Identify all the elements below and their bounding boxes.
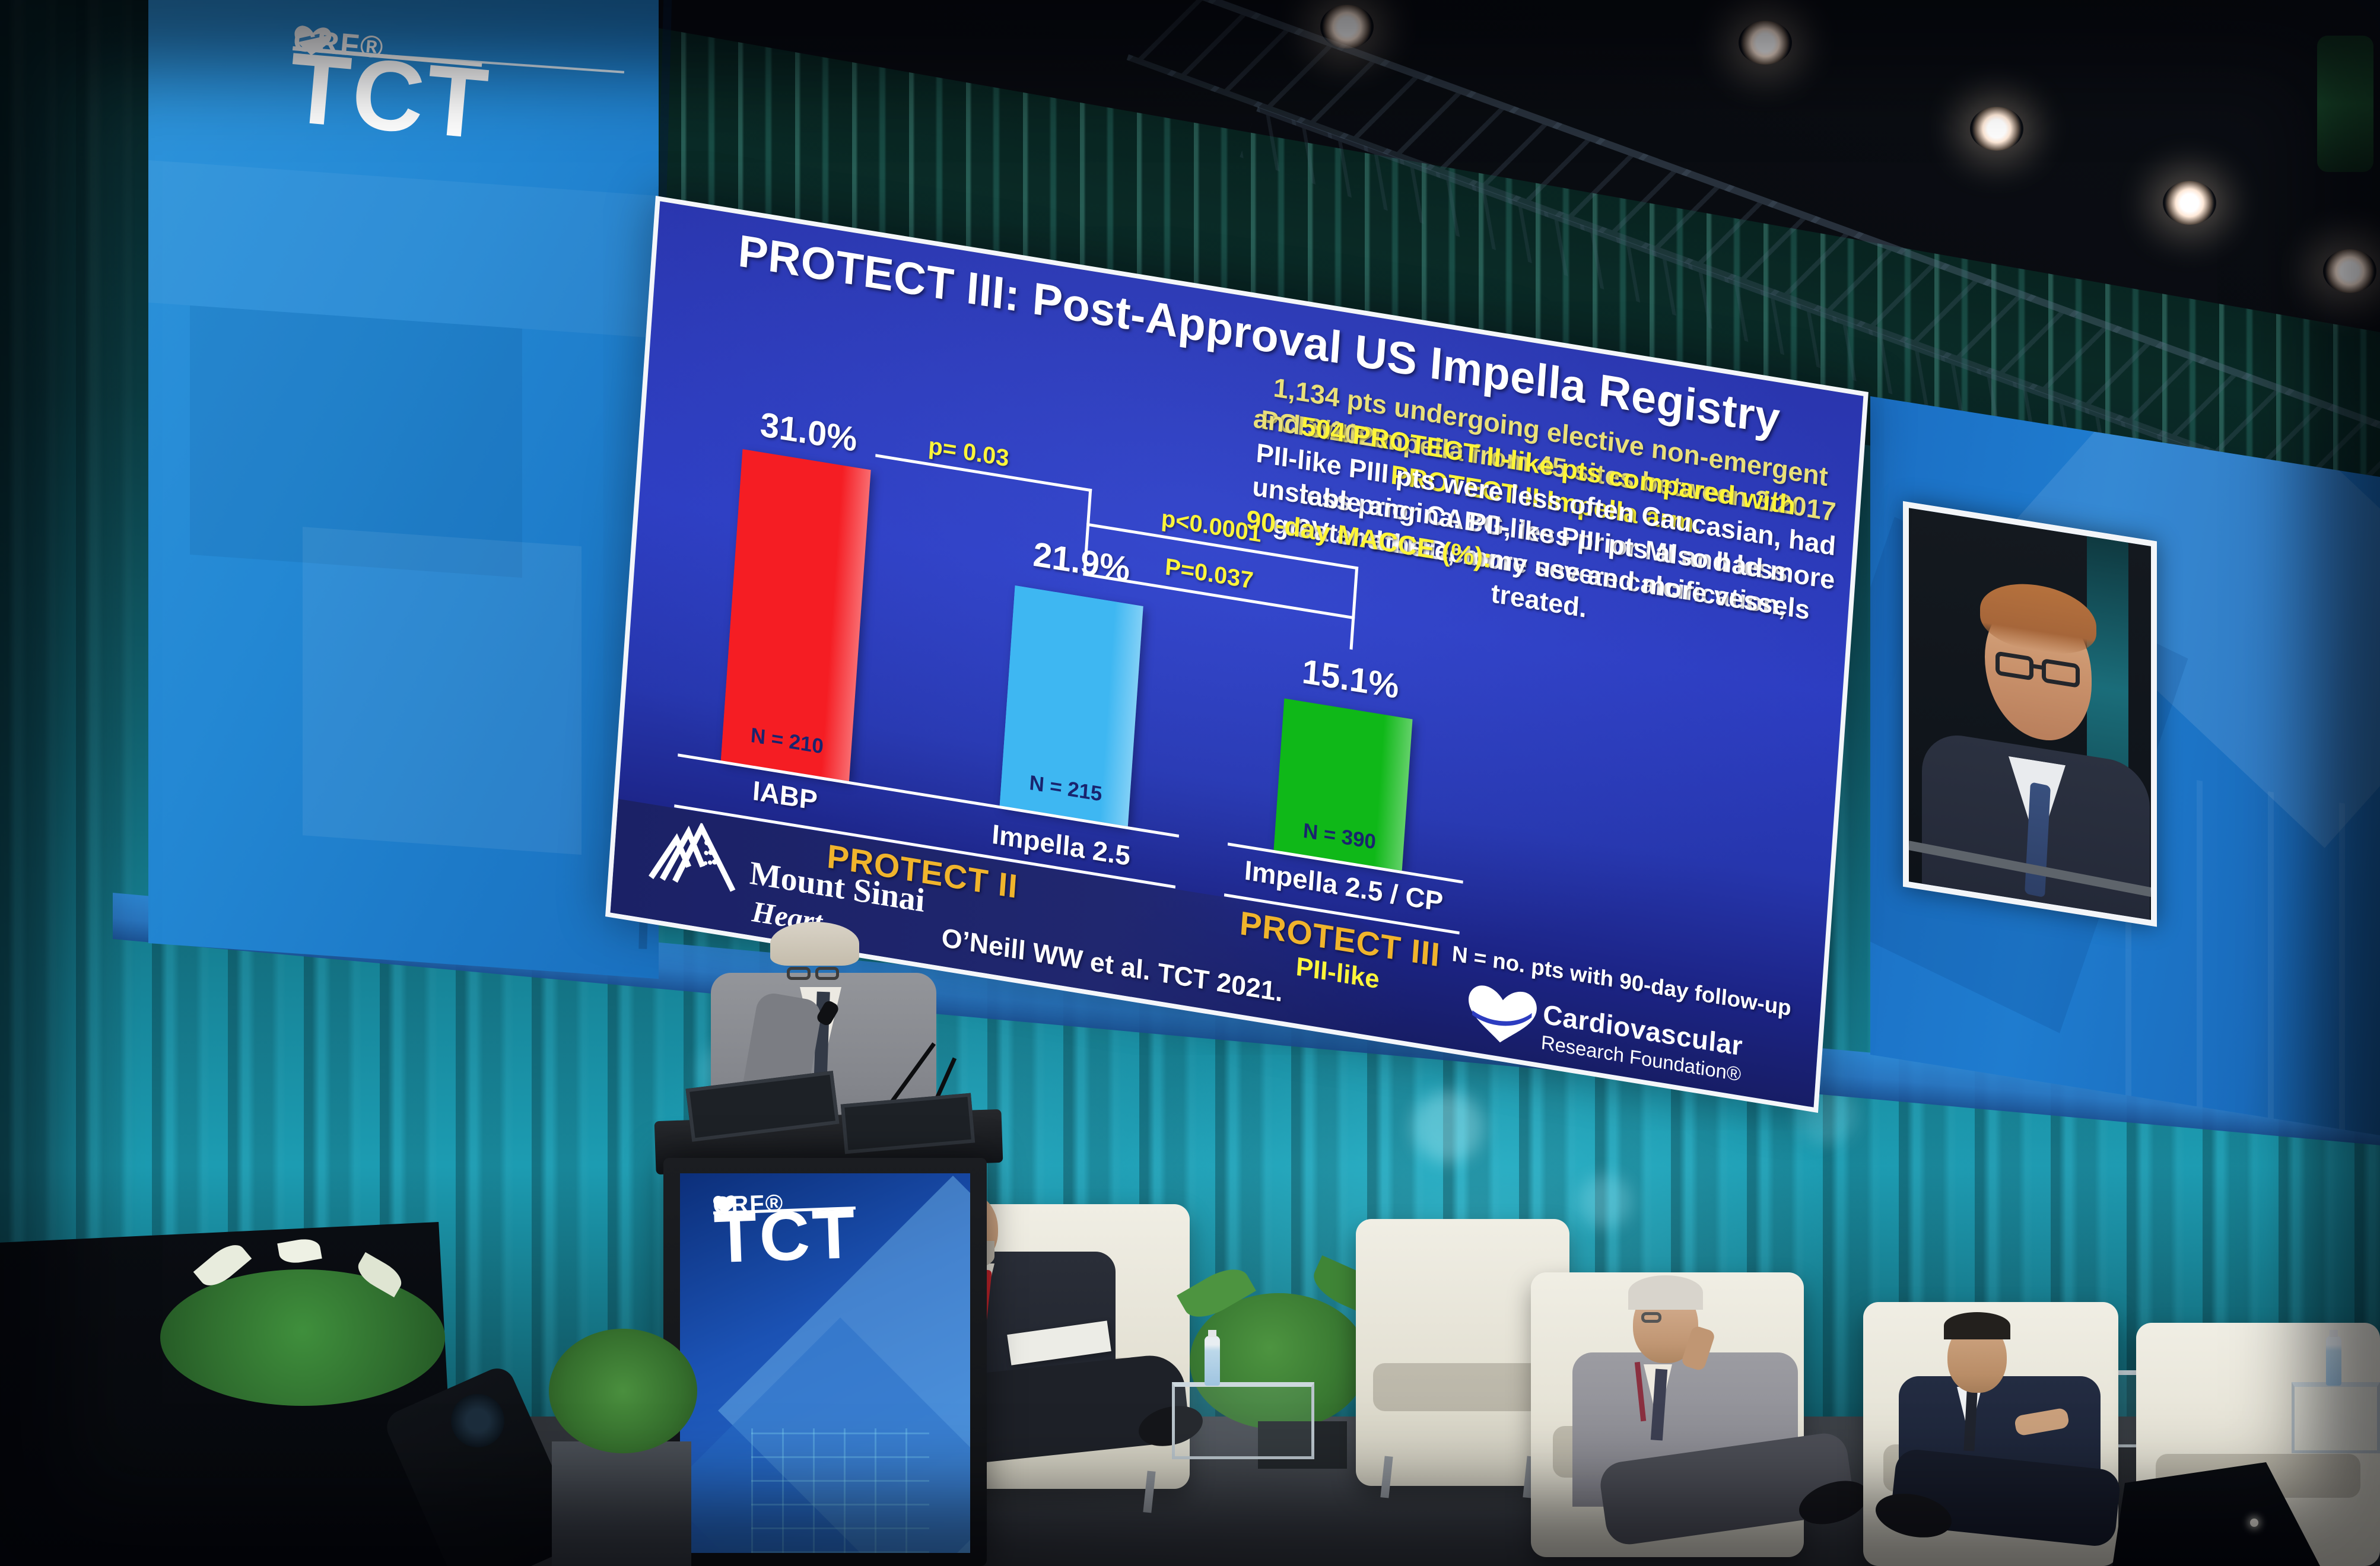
spotlight-icon [1739,21,1792,65]
stage-light-lens [451,1394,504,1447]
presentation-slide: PROTECT III: Post-Approval US Impella Re… [605,196,1869,1113]
wall-graphic-shape [2125,769,2380,1136]
crf-foundation-logo: Cardiovascular Research Foundation® [1464,980,1810,1112]
plant-pot [1258,1421,1347,1469]
indicator-light [2250,1519,2258,1527]
speaker-glasses [787,967,811,980]
led-wall-right-section [1870,396,2380,1136]
panelist2-glasses [1641,1312,1661,1323]
podium-screen-panel: CRF® TCT [680,1173,970,1553]
panelist3-dark-hair [1944,1312,2010,1339]
side-table [2292,1382,2380,1453]
green-stage-light [2317,36,2373,172]
water-bottle [2326,1330,2341,1386]
chair-shadow [1372,1363,1553,1411]
panelist2-gray-hair [1628,1275,1703,1310]
spotlight-icon [1320,5,1374,49]
spotlight-icon [1970,107,2023,151]
water-bottle [1205,1330,1220,1386]
crf-heart-icon [713,1195,736,1214]
curtain-bokeh-light [1412,1091,1483,1163]
crf-tct-podium-logo: CRF® TCT [713,1190,932,1360]
spotlight-icon [2163,181,2216,225]
bracket-line [1349,566,1359,650]
spotlight-icon [2323,249,2376,293]
crf-foundation-heart-icon [1469,985,1537,1043]
podium-body: CRF® TCT [663,1158,987,1566]
speaker-glasses [815,967,839,980]
speaker-hair [770,922,859,966]
wall-ghost-tile [303,527,582,855]
stage-plant-right-of-box [549,1329,697,1453]
side-table [1172,1382,1314,1459]
planter-box [552,1441,691,1566]
speaker-video-inset [1903,501,2157,927]
curtain-bokeh-light [1578,1174,1632,1228]
tct-wordmark: TCT [713,1194,859,1278]
bar-value-label: 21.9% [1031,534,1132,589]
stage-plant-left [160,1269,445,1406]
crf-tct-screen-logo: CRF® TCT [272,23,672,322]
podium-circuit-graphic [751,1428,929,1553]
mount-sinai-logo: Mount Sinai Heart [646,815,959,971]
mount-sinai-mountain-icon [649,821,736,892]
